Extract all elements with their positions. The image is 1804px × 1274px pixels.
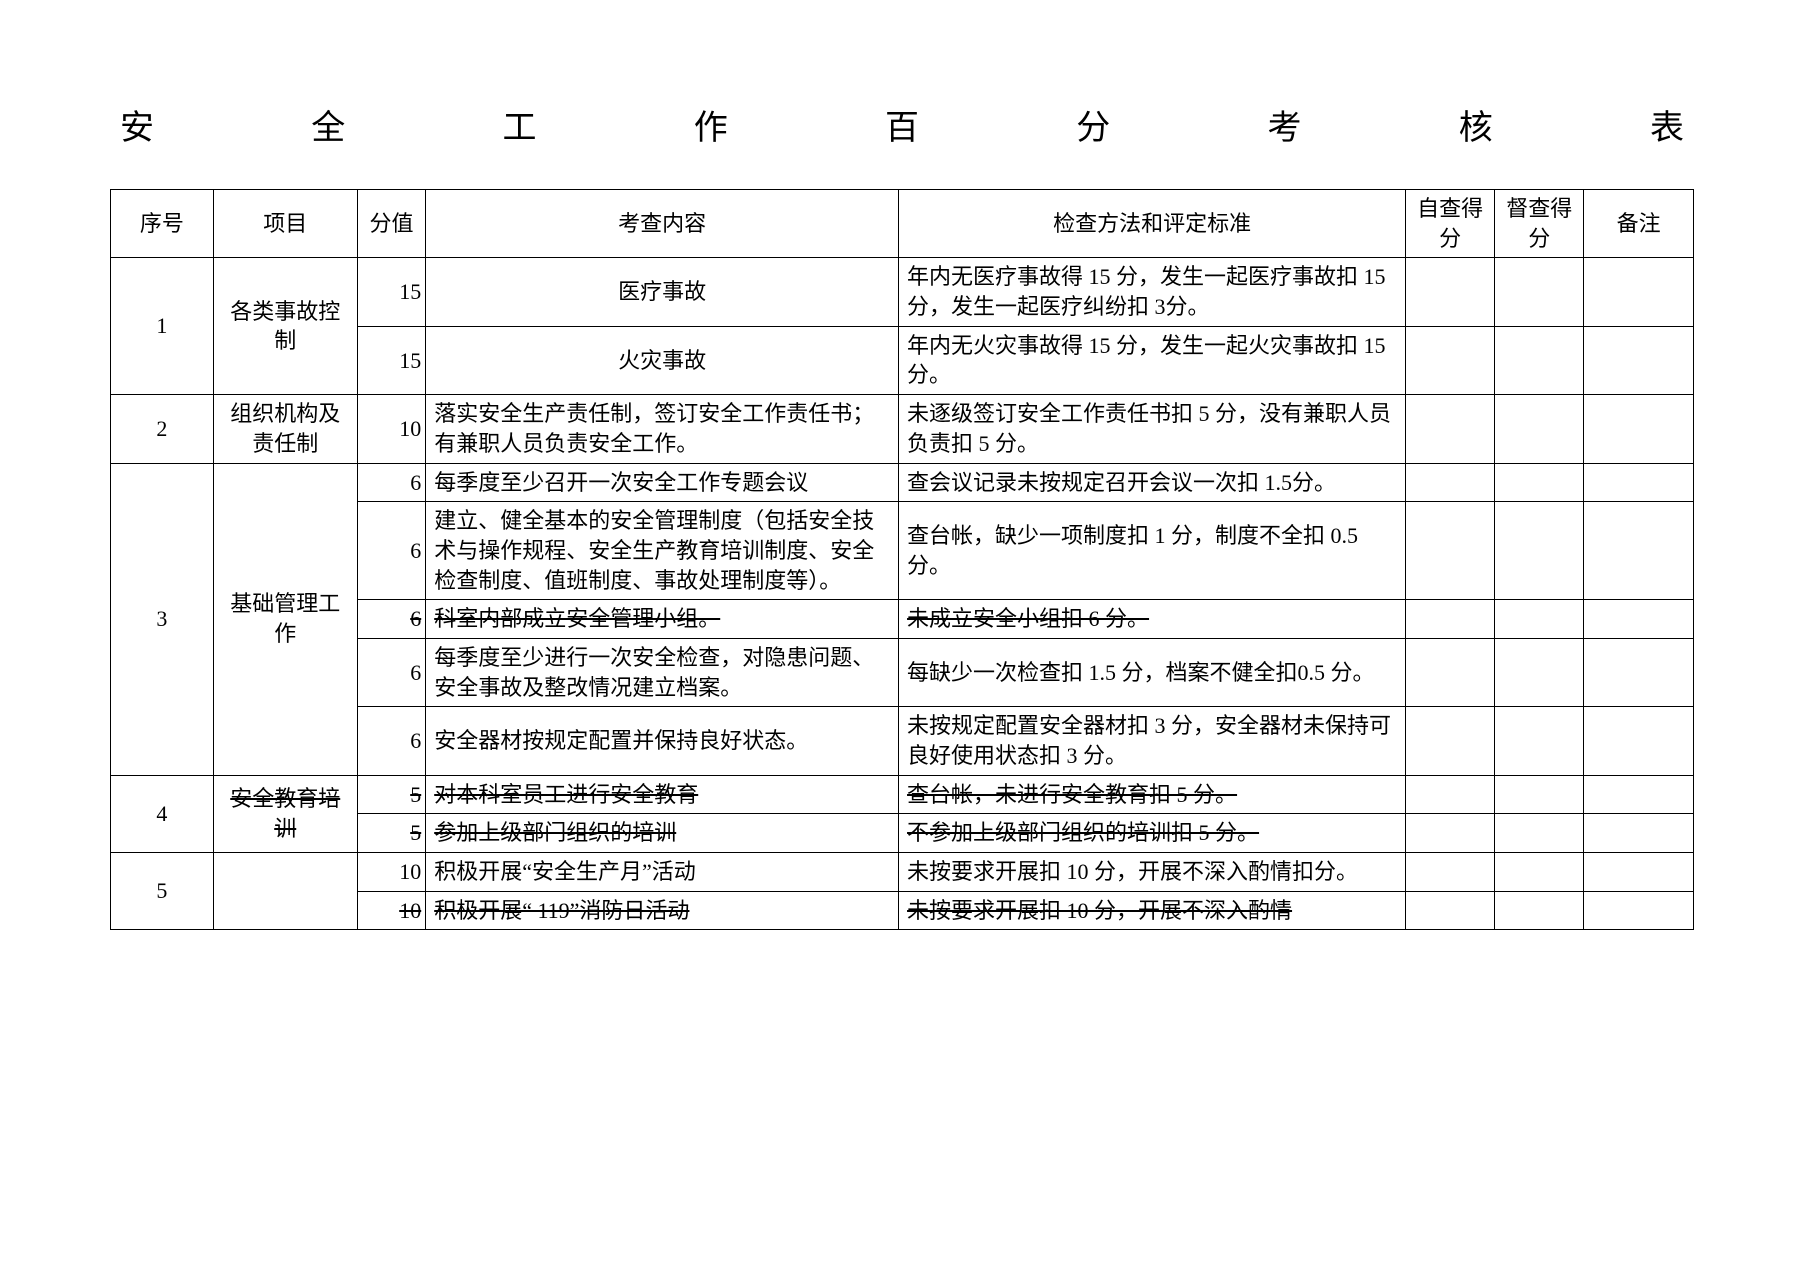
- table-row: 4 安全教育培训 5 对本科室员工进行安全教育 查台帐，未进行安全教育扣 5 分…: [111, 775, 1694, 814]
- table-header-row: 序号 项目 分值 考查内容 检查方法和评定标准 自查得分 督查得分 备注: [111, 190, 1694, 258]
- cell-method: 查台帐，未进行安全教育扣 5 分。: [899, 775, 1406, 814]
- cell-score: 5: [357, 814, 426, 853]
- cell-self: [1406, 775, 1495, 814]
- cell-score: 5: [357, 775, 426, 814]
- col-sup: 督查得分: [1495, 190, 1584, 258]
- cell-seq: 4: [111, 775, 214, 852]
- cell-content: 积极开展“安全生产月”活动: [426, 853, 899, 892]
- cell-sup: [1495, 814, 1584, 853]
- cell-note: [1584, 502, 1694, 600]
- cell-method: 不参加上级部门组织的培训扣 5 分。: [899, 814, 1406, 853]
- cell-note: [1584, 395, 1694, 463]
- cell-sup: [1495, 775, 1584, 814]
- cell-sup: [1495, 853, 1584, 892]
- col-self: 自查得分: [1406, 190, 1495, 258]
- cell-seq: 1: [111, 258, 214, 395]
- table-row: 5 10 积极开展“安全生产月”活动 未按要求开展扣 10 分，开展不深入酌情扣…: [111, 853, 1694, 892]
- cell-content: 每季度至少进行一次安全检查，对隐患问题、安全事故及整改情况建立档案。: [426, 638, 899, 706]
- cell-method: 未按要求开展扣 10 分，开展不深入酌情: [899, 891, 1406, 930]
- table-row: 3 基础管理工作 6 每季度至少召开一次安全工作专题会议 查会议记录未按规定召开…: [111, 463, 1694, 502]
- col-note: 备注: [1584, 190, 1694, 258]
- cell-sup: [1495, 638, 1584, 706]
- cell-self: [1406, 891, 1495, 930]
- table-row: 2 组织机构及责任制 10 落实安全生产责任制，签订安全工作责任书；有兼职人员负…: [111, 395, 1694, 463]
- cell-seq: 3: [111, 463, 214, 775]
- cell-content: 落实安全生产责任制，签订安全工作责任书；有兼职人员负责安全工作。: [426, 395, 899, 463]
- cell-proj: 基础管理工作: [213, 463, 357, 775]
- cell-score: 15: [357, 326, 426, 394]
- cell-score: 10: [357, 891, 426, 930]
- cell-method: 未按规定配置安全器材扣 3 分，安全器材未保持可良好使用状态扣 3 分。: [899, 707, 1406, 775]
- cell-self: [1406, 463, 1495, 502]
- cell-self: [1406, 600, 1495, 639]
- cell-method: 未逐级签订安全工作责任书扣 5 分，没有兼职人员负责扣 5 分。: [899, 395, 1406, 463]
- cell-method: 查会议记录未按规定召开会议一次扣 1.5分。: [899, 463, 1406, 502]
- cell-content: 科室内部成立安全管理小组。: [426, 600, 899, 639]
- cell-self: [1406, 638, 1495, 706]
- cell-note: [1584, 707, 1694, 775]
- cell-seq: 2: [111, 395, 214, 463]
- cell-score: 6: [357, 463, 426, 502]
- cell-method: 每缺少一次检查扣 1.5 分，档案不健全扣0.5 分。: [899, 638, 1406, 706]
- cell-content: 医疗事故: [426, 258, 899, 326]
- cell-proj: 安全教育培训: [213, 775, 357, 852]
- cell-score: 6: [357, 638, 426, 706]
- cell-sup: [1495, 258, 1584, 326]
- cell-score: 10: [357, 395, 426, 463]
- table-row: 1 各类事故控制 15 医疗事故 年内无医疗事故得 15 分，发生一起医疗事故扣…: [111, 258, 1694, 326]
- cell-sup: [1495, 395, 1584, 463]
- cell-self: [1406, 502, 1495, 600]
- cell-note: [1584, 600, 1694, 639]
- cell-note: [1584, 326, 1694, 394]
- cell-sup: [1495, 891, 1584, 930]
- assessment-table: 序号 项目 分值 考查内容 检查方法和评定标准 自查得分 督查得分 备注 1 各…: [110, 189, 1694, 930]
- cell-method: 查台帐，缺少一项制度扣 1 分，制度不全扣 0.5 分。: [899, 502, 1406, 600]
- cell-content: 参加上级部门组织的培训: [426, 814, 899, 853]
- cell-content: 建立、健全基本的安全管理制度（包括安全技术与操作规程、安全生产教育培训制度、安全…: [426, 502, 899, 600]
- cell-sup: [1495, 463, 1584, 502]
- cell-content: 积极开展“ 119”消防日活动: [426, 891, 899, 930]
- cell-self: [1406, 707, 1495, 775]
- cell-note: [1584, 814, 1694, 853]
- cell-note: [1584, 775, 1694, 814]
- col-content: 考查内容: [426, 190, 899, 258]
- cell-self: [1406, 258, 1495, 326]
- cell-proj: [213, 853, 357, 930]
- cell-self: [1406, 853, 1495, 892]
- cell-note: [1584, 853, 1694, 892]
- cell-sup: [1495, 502, 1584, 600]
- cell-score: 6: [357, 707, 426, 775]
- cell-sup: [1495, 707, 1584, 775]
- cell-proj: 组织机构及责任制: [213, 395, 357, 463]
- cell-score: 15: [357, 258, 426, 326]
- cell-method: 未成立安全小组扣 6 分。: [899, 600, 1406, 639]
- cell-content: 火灾事故: [426, 326, 899, 394]
- col-seq: 序号: [111, 190, 214, 258]
- page-title: 安 全 工 作 百 分 考 核 表: [110, 100, 1694, 149]
- cell-content: 安全器材按规定配置并保持良好状态。: [426, 707, 899, 775]
- cell-content: 对本科室员工进行安全教育: [426, 775, 899, 814]
- cell-self: [1406, 326, 1495, 394]
- cell-self: [1406, 395, 1495, 463]
- cell-note: [1584, 463, 1694, 502]
- cell-method: 年内无医疗事故得 15 分，发生一起医疗事故扣 15 分，发生一起医疗纠纷扣 3…: [899, 258, 1406, 326]
- cell-method: 年内无火灾事故得 15 分，发生一起火灾事故扣 15 分。: [899, 326, 1406, 394]
- cell-self: [1406, 814, 1495, 853]
- cell-proj: 各类事故控制: [213, 258, 357, 395]
- col-proj: 项目: [213, 190, 357, 258]
- cell-content: 每季度至少召开一次安全工作专题会议: [426, 463, 899, 502]
- col-score: 分值: [357, 190, 426, 258]
- cell-method: 未按要求开展扣 10 分，开展不深入酌情扣分。: [899, 853, 1406, 892]
- cell-score: 10: [357, 853, 426, 892]
- cell-note: [1584, 638, 1694, 706]
- col-method: 检查方法和评定标准: [899, 190, 1406, 258]
- cell-score: 6: [357, 600, 426, 639]
- cell-note: [1584, 891, 1694, 930]
- cell-seq: 5: [111, 853, 214, 930]
- cell-sup: [1495, 600, 1584, 639]
- cell-sup: [1495, 326, 1584, 394]
- cell-note: [1584, 258, 1694, 326]
- cell-score: 6: [357, 502, 426, 600]
